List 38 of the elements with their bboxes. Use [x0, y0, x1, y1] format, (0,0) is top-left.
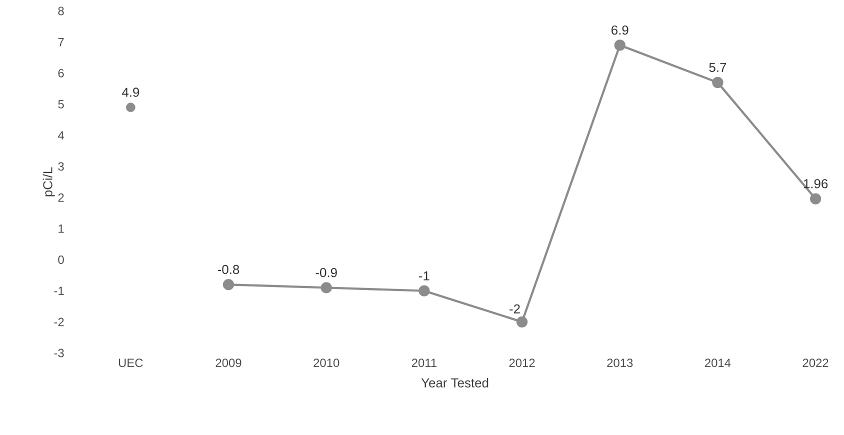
point [516, 316, 528, 328]
data-label: -2 [510, 304, 520, 314]
data-label: 4.9 [122, 88, 140, 97]
y-tick-label: 6 [58, 68, 64, 78]
y-tick-label: 1 [58, 224, 64, 233]
y-tick-label: 4 [58, 131, 64, 140]
y-tick-label: -3 [54, 348, 64, 358]
x-tick-label: 2011 [412, 358, 436, 368]
x-tick-label: 2012 [509, 358, 535, 368]
x-tick-label: 2013 [607, 358, 633, 368]
data-label: 1.96 [804, 179, 828, 188]
point [810, 193, 822, 204]
y-tick-label: 3 [58, 162, 64, 171]
x-axis-title: Year Tested [421, 378, 488, 388]
point [320, 282, 332, 294]
data-label: -0.9 [316, 268, 337, 278]
y-tick-label: 0 [58, 255, 64, 264]
point [614, 40, 626, 51]
x-tick-label: 2009 [216, 358, 242, 368]
x-tick-label: 2014 [705, 358, 731, 368]
y-tick-label: -2 [54, 318, 64, 326]
data-label: 5.7 [709, 62, 726, 72]
x-tick-label: UEC [118, 358, 143, 368]
y-tick-label: 5 [58, 100, 64, 108]
point [126, 102, 136, 112]
y-tick-label: 2 [58, 193, 64, 202]
y-tick-label: 8 [58, 6, 64, 16]
x-tick-label: 2010 [314, 358, 340, 368]
x-tick-label: 2022 [802, 358, 828, 368]
point [418, 285, 430, 296]
y-tick-label: -1 [54, 286, 64, 295]
point [712, 76, 724, 88]
y-axis-title: pCi/L [42, 167, 55, 196]
y-tick-label: 7 [58, 38, 64, 46]
data-label: 6.9 [612, 26, 628, 35]
data-label: -1 [419, 271, 430, 280]
data-label: -0.8 [218, 264, 240, 274]
point [222, 279, 234, 290]
